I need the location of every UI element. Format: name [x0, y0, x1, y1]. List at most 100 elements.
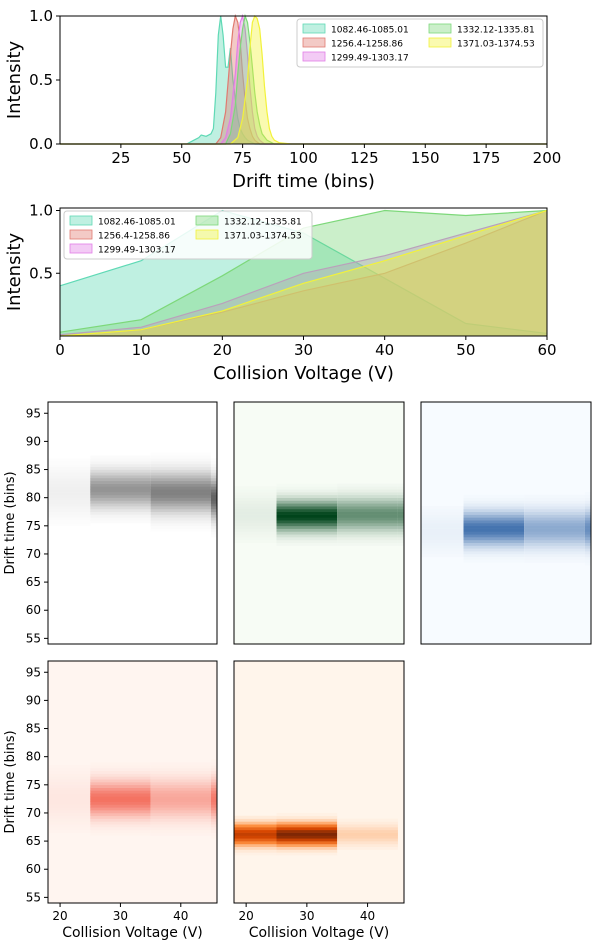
heatmap-cell [276, 528, 338, 532]
heatmap-cell [210, 506, 217, 510]
heatmap-cell [210, 514, 217, 518]
heatmap-cell [234, 489, 277, 493]
heatmap-cell [210, 762, 217, 766]
heatmap-cell [48, 801, 91, 805]
heatmap-cell [276, 824, 338, 828]
heatmap-cell [421, 528, 464, 532]
legend-swatch-1 [69, 215, 93, 226]
x-axis-label: Collision Voltage (V) [62, 925, 203, 941]
heatmap-cell [234, 821, 277, 825]
heatmap-cell [276, 821, 338, 825]
legend-swatch-3 [302, 51, 326, 62]
heatmap-cell [150, 452, 211, 456]
heatmap-cell [48, 776, 91, 780]
heatmap-cell [584, 542, 591, 546]
heatmap-cell [276, 843, 338, 848]
plot-frame [233, 660, 405, 904]
heatmap-cell [337, 824, 398, 828]
heatmap-cell [48, 475, 91, 479]
series-line-5 [59, 209, 548, 337]
y-tick-label: 0.5 [29, 71, 53, 89]
heatmap-cell [276, 486, 338, 490]
heatmap-cell [276, 494, 338, 498]
heatmap-cell [48, 827, 91, 831]
heatmap-cell [150, 489, 211, 493]
heatmap-cell [524, 551, 585, 555]
heatmap-cell [234, 539, 277, 543]
heatmap-cell [210, 477, 217, 482]
heatmap-cell [210, 483, 217, 487]
heatmap-cell [337, 489, 398, 493]
heatmap-cell [584, 497, 591, 501]
heatmap-cell [90, 492, 151, 496]
heatmap-cell [210, 500, 217, 504]
heatmap-cell [90, 461, 151, 465]
x-tick-label: 30 [113, 909, 128, 923]
heatmap-cell [150, 511, 211, 515]
heatmap-cell [150, 818, 211, 822]
x-tick-label: 50 [172, 149, 191, 167]
heatmap-cell [150, 787, 211, 791]
heatmap-cell [397, 542, 404, 546]
series-line-2 [60, 13, 547, 145]
heatmap-cell [397, 497, 404, 501]
heatmap-cell [337, 497, 398, 501]
heatmap-cell [397, 511, 404, 515]
heatmap-cell [150, 514, 211, 518]
heatmap-cell [150, 793, 211, 797]
heatmap-cell [90, 475, 151, 479]
heatmap-cell [276, 818, 338, 822]
heatmap-cell [150, 773, 211, 777]
heatmap-cell [276, 537, 338, 541]
heatmap-cell [524, 523, 585, 527]
heatmap-cell [48, 765, 91, 769]
heatmap-cell [210, 508, 217, 513]
heatmap-cell [234, 832, 277, 836]
heatmap-cell [463, 494, 525, 498]
heatmap-cell [276, 531, 338, 535]
heatmap-cell [421, 534, 464, 538]
heatmap-cell [90, 765, 151, 769]
heatmap-cell [276, 827, 338, 831]
heatmap-cell [524, 545, 585, 549]
heatmap-cell [337, 539, 398, 543]
x-axis-label: Drift time (bins) [232, 171, 375, 192]
heatmap-cell [210, 829, 217, 833]
heatmap-cell [421, 545, 464, 549]
heatmap-cell [421, 553, 464, 558]
y-tick-label: 80 [26, 750, 41, 764]
heatmap-cell [210, 835, 217, 839]
heatmap-cell [337, 503, 398, 507]
heatmap-cell [48, 790, 91, 794]
heatmap-cell [584, 534, 591, 538]
heatmap-cell [524, 559, 585, 563]
heatmap-cell [48, 517, 91, 521]
heatmap-cell [90, 506, 151, 510]
heatmap-cell [234, 525, 277, 529]
legend-swatch-1 [302, 23, 326, 34]
heatmap-cell [90, 466, 151, 470]
y-tick-label: 60 [26, 603, 41, 617]
heatmap-cell [584, 559, 591, 563]
heatmap-cell [234, 534, 277, 538]
heatmap-cell [337, 523, 398, 527]
y-tick-label: 70 [26, 806, 41, 820]
heatmap-cell [524, 494, 585, 498]
heatmap-cell [90, 801, 151, 805]
heatmap-cell [210, 818, 217, 822]
heatmap-cell [48, 796, 91, 800]
heatmap-cell [524, 534, 585, 538]
heatmap-cell [48, 787, 91, 791]
heatmap-cell [234, 843, 277, 848]
heatmap-cell [421, 542, 464, 546]
heatmap-cell [337, 508, 398, 513]
heatmap-cell [150, 461, 211, 465]
series-fill-5 [60, 210, 547, 336]
heatmap-cell [337, 827, 398, 831]
heatmap-cell [150, 472, 211, 476]
x-tick-label: 150 [411, 149, 440, 167]
heatmap-cell [584, 506, 591, 510]
heatmap-cell [276, 841, 338, 845]
heatmap-cell [584, 553, 591, 558]
heatmap-cell [90, 798, 151, 802]
